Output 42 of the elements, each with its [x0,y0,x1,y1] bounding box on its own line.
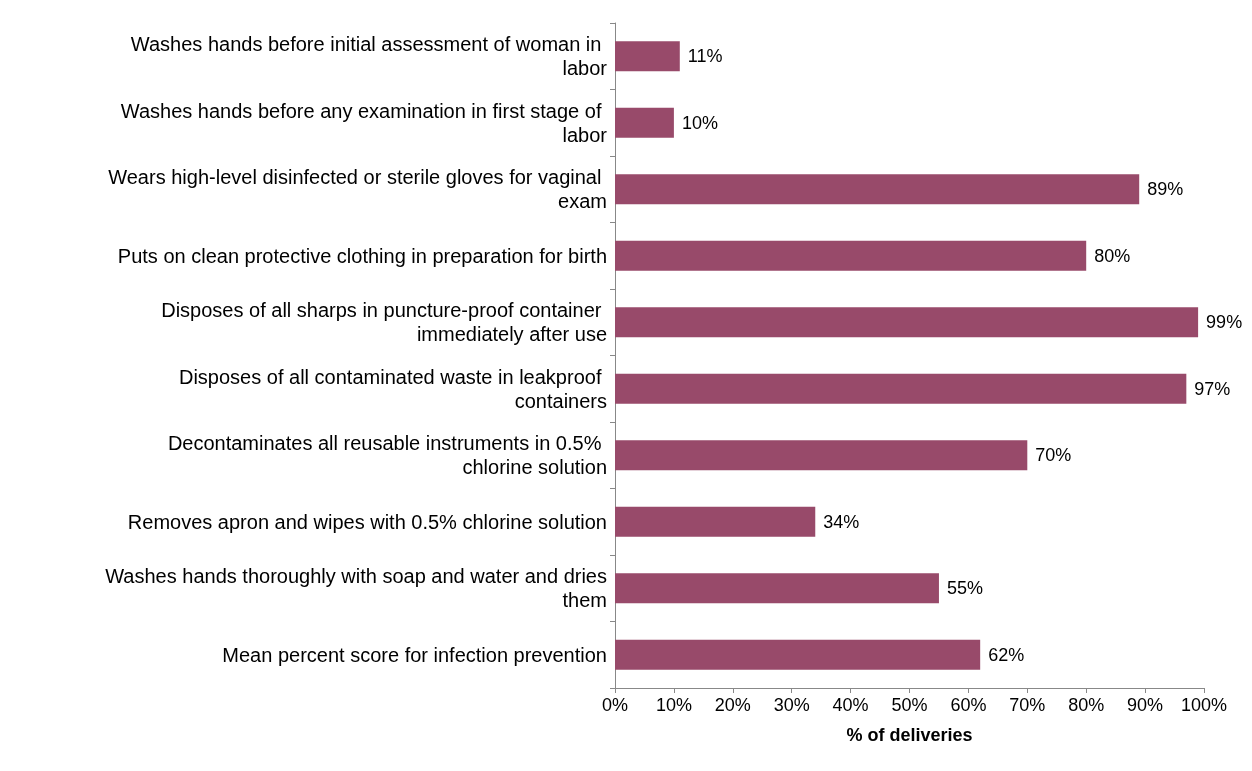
data-label: 11% [687,46,723,67]
x-tick-label: 50% [891,695,928,715]
x-tick-label: 60% [950,695,987,715]
data-label: 62% [988,644,1025,665]
data-label: 80% [1094,245,1131,266]
y-tick-label: Decontaminates all reusable instruments in 0.5% chlorine solution [167,432,607,479]
bar [615,373,1187,404]
bar [615,307,1199,338]
data-label: 97% [1194,378,1231,399]
x-tick-label: 20% [714,695,751,715]
y-tick-label: Disposes of all contaminated waste in leakproof containers [178,365,607,412]
bar [615,440,1028,471]
x-tick-label: 70% [1009,695,1046,715]
x-tick-label: 80% [1068,695,1105,715]
bar [615,506,816,537]
bar [615,107,674,138]
data-label: 99% [1206,312,1243,333]
data-label: 55% [946,578,983,599]
x-axis-title: % of deliveries [846,725,973,745]
bar [615,174,1140,205]
data-label: 34% [823,511,860,532]
x-tick-label: 30% [773,695,810,715]
data-label: 89% [1147,179,1184,200]
bar [615,639,981,670]
y-tick-label: Washes hands before initial assessment of woman in labor [130,33,608,80]
data-label: 70% [1035,445,1072,466]
y-tick-label: Disposes of all sharps in puncture-proof container immediately after use [161,299,607,346]
bar [615,41,680,72]
data-label: 10% [681,112,718,133]
y-tick-label: Washes hands thoroughly with soap and water and dries them [105,565,607,612]
bar [615,573,939,604]
y-tick-label: Removes apron and wipes with 0.5% chlorine solution [127,510,607,533]
y-tick-label: Puts on clean protective clothing in preparation for birth [117,244,607,267]
x-tick-label: 10% [655,695,692,715]
y-tick-label: Mean percent score for infection prevention [222,643,607,666]
x-tick-label: 100% [1180,695,1228,715]
y-tick-label: Wears high-level disinfected or sterile gloves for vaginal exam [108,166,607,213]
x-tick-label: 0% [601,695,629,715]
x-tick-label: 40% [832,695,869,715]
y-tick-label: Washes hands before any examination in first stage of labor [120,99,608,146]
bar [615,240,1087,271]
x-tick-label: 90% [1127,695,1164,715]
